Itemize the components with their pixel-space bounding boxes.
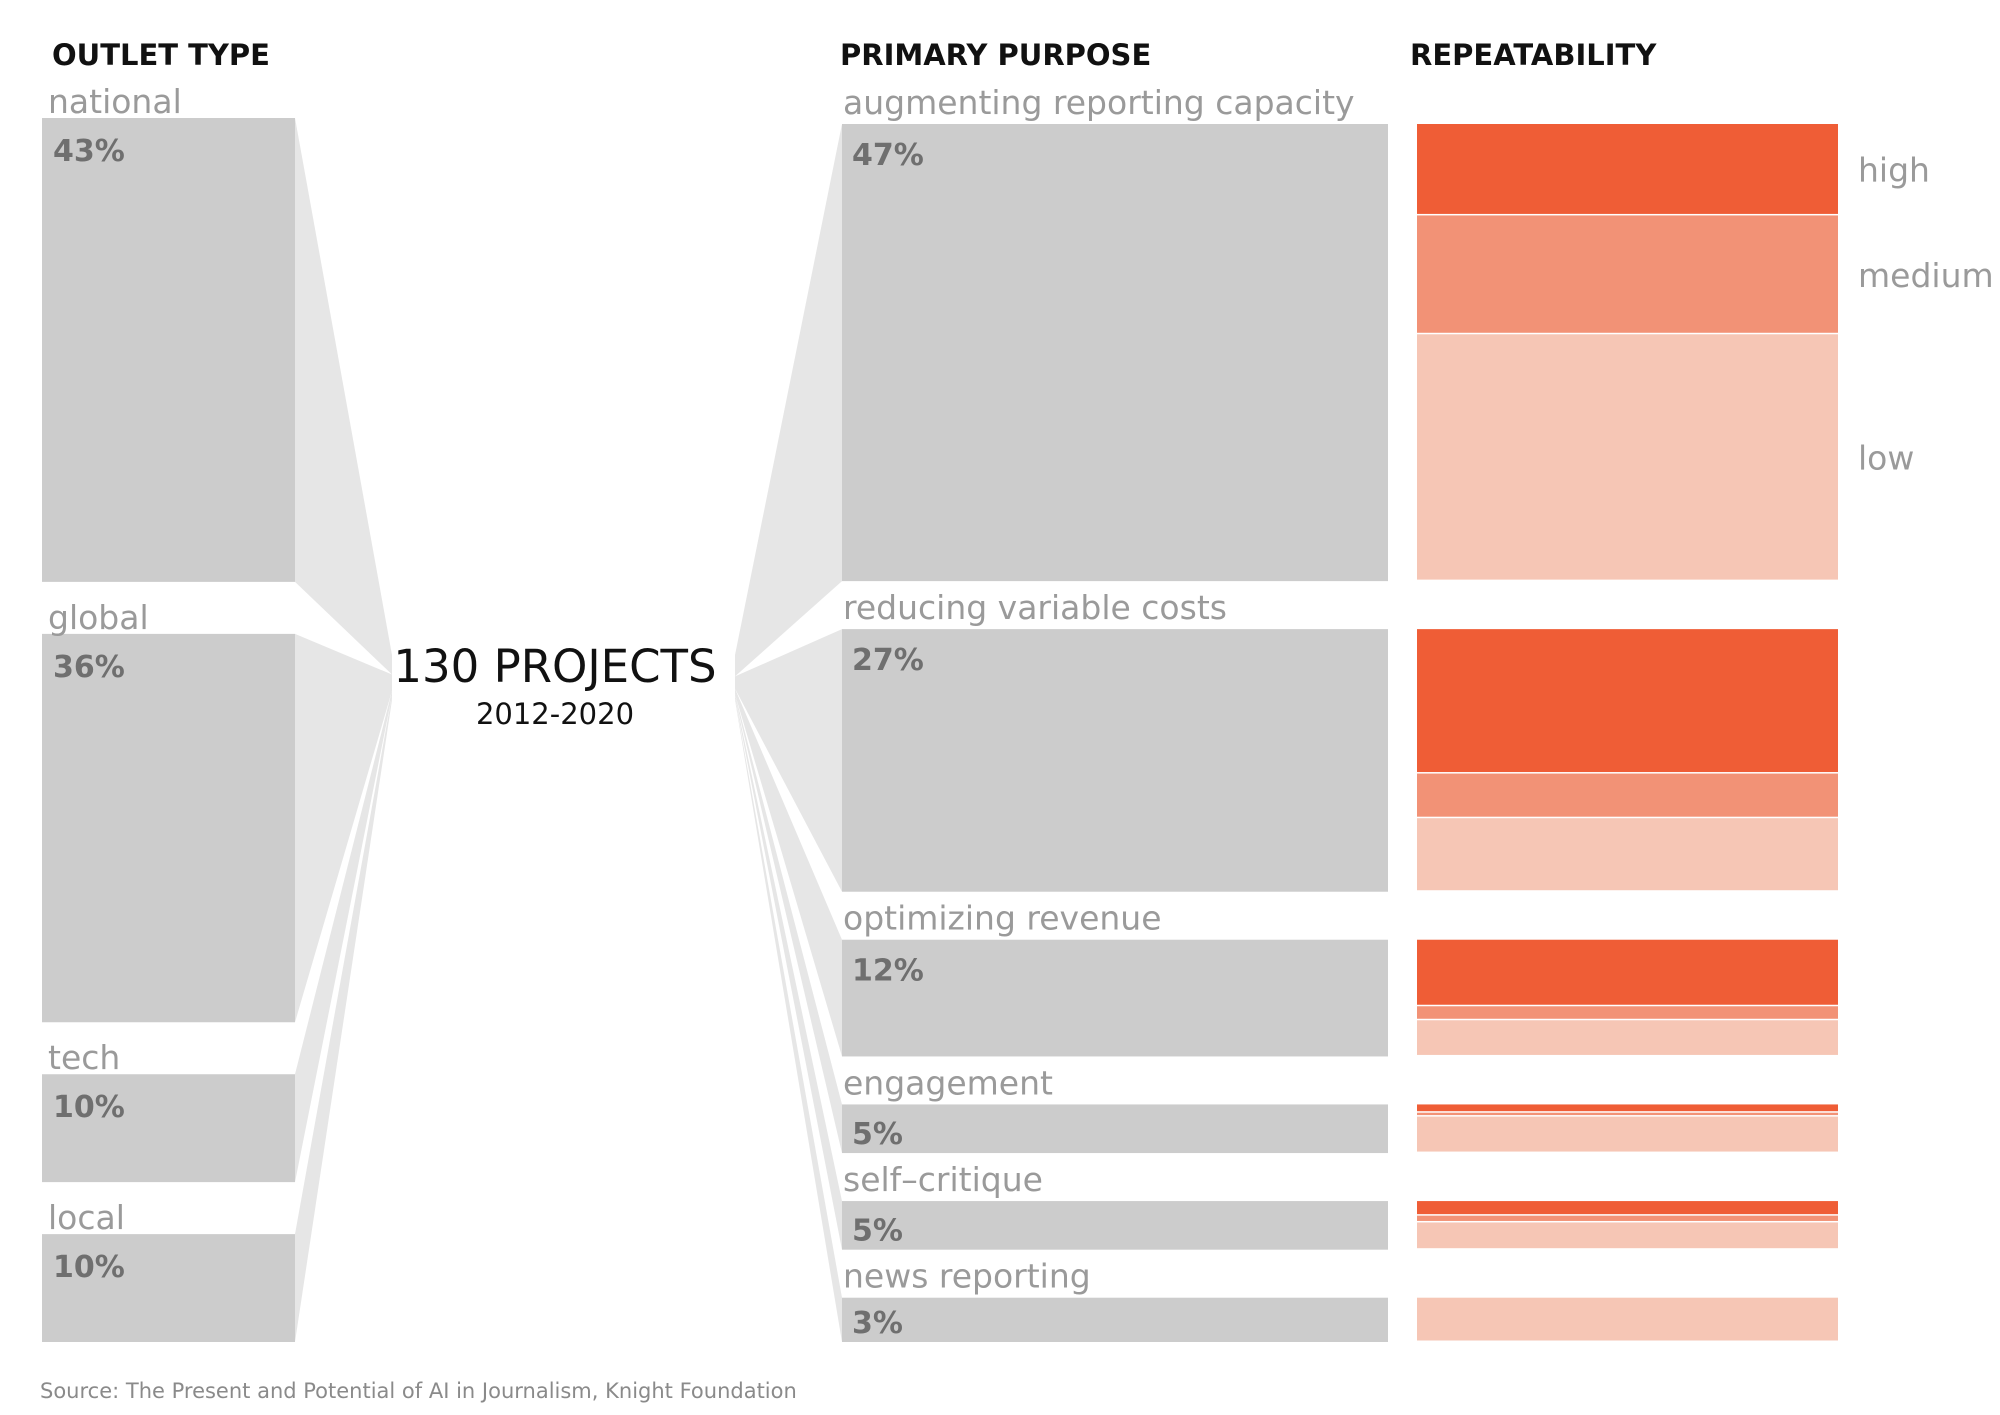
purpose-box-self-critique xyxy=(842,1201,1388,1250)
repeatability-medium-self-critique xyxy=(1417,1215,1838,1221)
flow-reducing-variable-costs xyxy=(735,629,842,892)
repeatability-legend-high: high xyxy=(1858,151,1930,190)
purpose-label-optimizing-revenue: optimizing revenue xyxy=(843,899,1162,938)
outlet-percent-global: 36% xyxy=(53,650,125,685)
purpose-percent-self-critique: 5% xyxy=(852,1214,903,1249)
flow-optimizing-revenue xyxy=(735,688,842,1057)
repeatability-low-news-reporting xyxy=(1417,1297,1838,1341)
purpose-percent-engagement: 5% xyxy=(852,1117,903,1152)
outlet-box-tech xyxy=(42,1074,295,1183)
outlet-percent-tech: 10% xyxy=(53,1090,125,1125)
flow-global xyxy=(295,633,392,1023)
repeatability-low-engagement xyxy=(1417,1116,1838,1152)
box-layer xyxy=(42,118,1838,1342)
repeatability-medium-augmenting-reporting-capacity xyxy=(1417,215,1838,333)
outlet-label-global: global xyxy=(48,598,149,637)
purpose-label-news-reporting: news reporting xyxy=(843,1257,1091,1296)
purpose-box-news-reporting xyxy=(842,1297,1388,1342)
source-note: Source: The Present and Potential of AI … xyxy=(40,1379,797,1403)
flow-layer xyxy=(295,118,842,1342)
flow-local xyxy=(295,695,392,1342)
outlet-box-national xyxy=(42,118,295,582)
repeatability-high-reducing-variable-costs xyxy=(1417,629,1838,773)
flow-national xyxy=(295,118,392,675)
repeatability-low-augmenting-reporting-capacity xyxy=(1417,334,1838,580)
purpose-percent-augmenting-reporting-capacity: 47% xyxy=(852,138,924,173)
outlet-box-local xyxy=(42,1234,295,1342)
purpose-label-self-critique: self–critique xyxy=(843,1160,1043,1199)
repeatability-medium-optimizing-revenue xyxy=(1417,1006,1838,1019)
repeatability-medium-reducing-variable-costs xyxy=(1417,773,1838,817)
purpose-label-engagement: engagement xyxy=(843,1063,1053,1102)
flow-engagement xyxy=(735,694,842,1154)
purpose-label-augmenting-reporting-capacity: augmenting reporting capacity xyxy=(843,83,1355,122)
purpose-box-optimizing-revenue xyxy=(842,939,1388,1057)
repeatability-low-self-critique xyxy=(1417,1222,1838,1249)
outlet-box-global xyxy=(42,633,295,1023)
flow-self-critique xyxy=(735,696,842,1250)
flow-news-reporting xyxy=(735,698,842,1342)
repeatability-legend-medium: medium xyxy=(1858,256,1994,295)
repeatability-low-optimizing-revenue xyxy=(1417,1020,1838,1055)
purpose-box-augmenting-reporting-capacity xyxy=(842,124,1388,582)
repeatability-high-optimizing-revenue xyxy=(1417,939,1838,1005)
purpose-box-engagement xyxy=(842,1104,1388,1154)
outlet-label-national: national xyxy=(48,82,182,121)
outlet-percent-local: 10% xyxy=(53,1250,125,1285)
center-subtitle: 2012-2020 xyxy=(476,697,634,731)
purpose-label-reducing-variable-costs: reducing variable costs xyxy=(843,588,1227,627)
repeatability-high-augmenting-reporting-capacity xyxy=(1417,124,1838,214)
repeatability-legend-low: low xyxy=(1858,439,1914,478)
outlet-type-column-title: OUTLET TYPE xyxy=(52,38,270,72)
center-title: 130 PROJECTS xyxy=(393,640,716,693)
flow-augmenting-reporting-capacity xyxy=(735,124,842,677)
flow-tech xyxy=(295,690,392,1183)
repeatability-high-self-critique xyxy=(1417,1201,1838,1215)
repeatability-medium-engagement xyxy=(1417,1112,1838,1116)
purpose-percent-reducing-variable-costs: 27% xyxy=(852,643,924,678)
repeatability-column-title: REPEATABILITY xyxy=(1410,38,1657,72)
purpose-percent-optimizing-revenue: 12% xyxy=(852,954,924,989)
purpose-percent-news-reporting: 3% xyxy=(852,1306,903,1341)
outlet-percent-national: 43% xyxy=(53,134,125,169)
repeatability-high-engagement xyxy=(1417,1104,1838,1112)
outlet-label-tech: tech xyxy=(48,1038,120,1077)
primary-purpose-column-title: PRIMARY PURPOSE xyxy=(840,38,1151,72)
purpose-box-reducing-variable-costs xyxy=(842,629,1388,892)
repeatability-low-reducing-variable-costs xyxy=(1417,818,1838,891)
outlet-label-local: local xyxy=(48,1198,125,1237)
label-layer: national 43% global 36% tech 10% local 10% augme… xyxy=(48,82,1994,1341)
